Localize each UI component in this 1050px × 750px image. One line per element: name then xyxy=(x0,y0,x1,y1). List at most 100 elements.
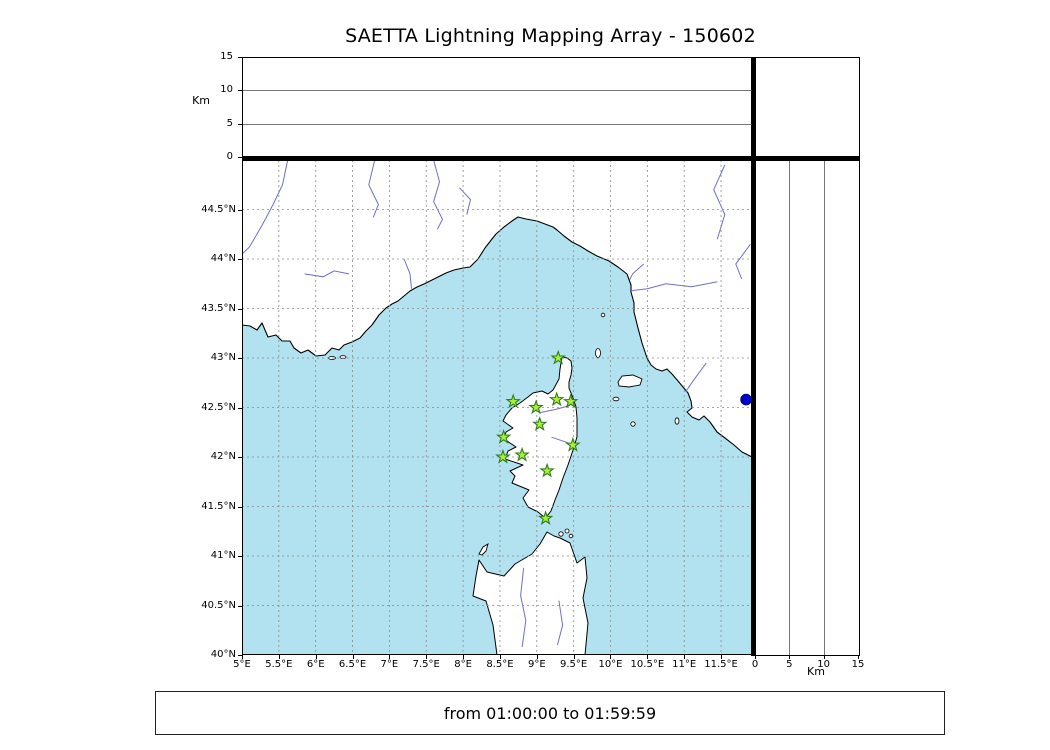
gorgona-island xyxy=(600,312,606,318)
plot-title: SAETTA Lightning Mapping Array - 150602 xyxy=(345,25,756,47)
axis-tick xyxy=(647,655,649,659)
river xyxy=(540,405,571,413)
map-svg xyxy=(241,159,753,656)
axis-tick xyxy=(238,506,242,508)
river xyxy=(403,258,412,289)
lma-station-star-icon xyxy=(548,391,565,407)
axis-tick xyxy=(823,655,825,659)
lma-station-star-icon xyxy=(495,429,512,444)
river xyxy=(556,600,564,646)
map-graticule xyxy=(242,160,752,655)
maddalena-island-3 xyxy=(568,533,574,539)
lat-tick-label: 41.5°N xyxy=(201,500,236,512)
giglio-island xyxy=(674,417,680,425)
altitude-gridline xyxy=(243,90,752,92)
lma-station-star-icon xyxy=(565,436,581,452)
axis-tick xyxy=(238,57,242,58)
lon-tick-label: 11°E xyxy=(672,659,697,670)
map-panel xyxy=(241,159,753,656)
lon-tick-label: 5.5°E xyxy=(265,659,293,670)
axis-tick xyxy=(536,655,538,659)
elba-island xyxy=(617,374,643,388)
pianosa-island xyxy=(612,396,620,402)
lon-tick-label: 9.5°E xyxy=(560,659,588,670)
lat-tick-label: 42°N xyxy=(210,451,236,462)
lma-station-star-icon xyxy=(550,349,567,365)
axis-tick xyxy=(238,655,242,656)
lon-tick-label: 8.5°E xyxy=(486,659,514,670)
alt-tick-label-top-panel: 5 xyxy=(226,117,233,129)
lat-tick-label: 40.5°N xyxy=(201,599,236,611)
blue-dot-marker xyxy=(740,393,752,406)
river xyxy=(629,263,645,281)
lon-tick-label: 10°E xyxy=(598,659,623,670)
lma-station-star-icon xyxy=(505,393,521,409)
hyeres-island-2 xyxy=(339,355,347,359)
lat-tick-label: 44°N xyxy=(210,253,236,264)
time-range-box: from 01:00:00 to 01:59:59 xyxy=(155,691,945,735)
axis-tick xyxy=(238,123,242,125)
axis-tick xyxy=(858,655,859,659)
axis-tick xyxy=(238,209,242,211)
river xyxy=(241,159,289,255)
alt-tick-label-right-panel: 5 xyxy=(786,659,793,670)
mainland-coastline xyxy=(241,159,753,458)
lon-tick-label: 6°E xyxy=(306,659,325,670)
capraia-island xyxy=(595,348,601,358)
river xyxy=(433,159,444,230)
lon-tick-label: 7°E xyxy=(380,659,399,670)
axis-tick xyxy=(573,655,575,659)
axis-tick xyxy=(242,655,243,659)
altitude-gridline xyxy=(823,161,825,655)
panel-separator-vertical xyxy=(751,57,755,656)
montecristo-island xyxy=(630,421,636,427)
alt-tick-label-top-panel: 10 xyxy=(220,84,233,96)
lma-station-star-icon xyxy=(562,393,579,409)
lon-tick-label: 10.5°E xyxy=(630,659,665,670)
lat-tick-label: 43°N xyxy=(210,352,236,363)
axis-tick xyxy=(463,655,465,659)
axis-tick xyxy=(238,308,242,310)
axis-tick xyxy=(238,90,242,92)
axis-tick xyxy=(499,655,501,659)
river xyxy=(368,159,379,218)
axis-tick xyxy=(238,556,242,557)
km-axis-label-left: Km xyxy=(192,94,210,107)
lon-tick-label: 5°E xyxy=(233,659,251,670)
km-axis-label-right: Km xyxy=(807,665,825,678)
altitude-gridline xyxy=(789,161,791,655)
alt-tick-label-top-panel: 15 xyxy=(220,51,233,62)
axis-tick xyxy=(238,259,242,260)
axis-tick xyxy=(278,655,280,659)
axis-tick xyxy=(789,655,791,659)
altitude-gridline xyxy=(243,123,752,125)
lon-tick-label: 6.5°E xyxy=(338,659,367,670)
maddalena-island-1 xyxy=(558,531,564,537)
lma-station-star-icon xyxy=(528,399,544,415)
axis-tick xyxy=(238,157,242,158)
axis-tick xyxy=(426,655,428,659)
latitude-altitude-panel xyxy=(755,160,860,656)
alt-tick-label-right-panel: 0 xyxy=(751,659,759,670)
sardinia-island xyxy=(472,531,589,656)
lon-tick-label: 9°E xyxy=(527,659,546,670)
axis-tick xyxy=(610,655,612,659)
maddalena-island-2 xyxy=(564,528,570,534)
lma-station-star-icon xyxy=(539,462,555,478)
river xyxy=(735,243,751,279)
lma-station-star-icon xyxy=(514,446,530,462)
time-range-text: from 01:00:00 to 01:59:59 xyxy=(443,703,657,723)
alt-tick-label-top-panel: 0 xyxy=(226,151,233,162)
axis-tick xyxy=(352,655,354,659)
lat-tick-label: 43.5°N xyxy=(201,302,236,314)
panel-separator-horizontal xyxy=(242,156,860,160)
lon-tick-label: 11.5°E xyxy=(704,659,738,670)
lma-station-star-icon xyxy=(537,510,554,525)
lat-tick-label: 40°N xyxy=(210,649,236,660)
lon-tick-label: 8°E xyxy=(454,659,472,670)
axis-tick xyxy=(238,358,242,359)
altitude-histogram-panel xyxy=(755,57,860,158)
alt-tick-label-right-panel: 15 xyxy=(851,659,865,670)
river xyxy=(685,362,707,392)
axis-tick xyxy=(238,457,242,458)
